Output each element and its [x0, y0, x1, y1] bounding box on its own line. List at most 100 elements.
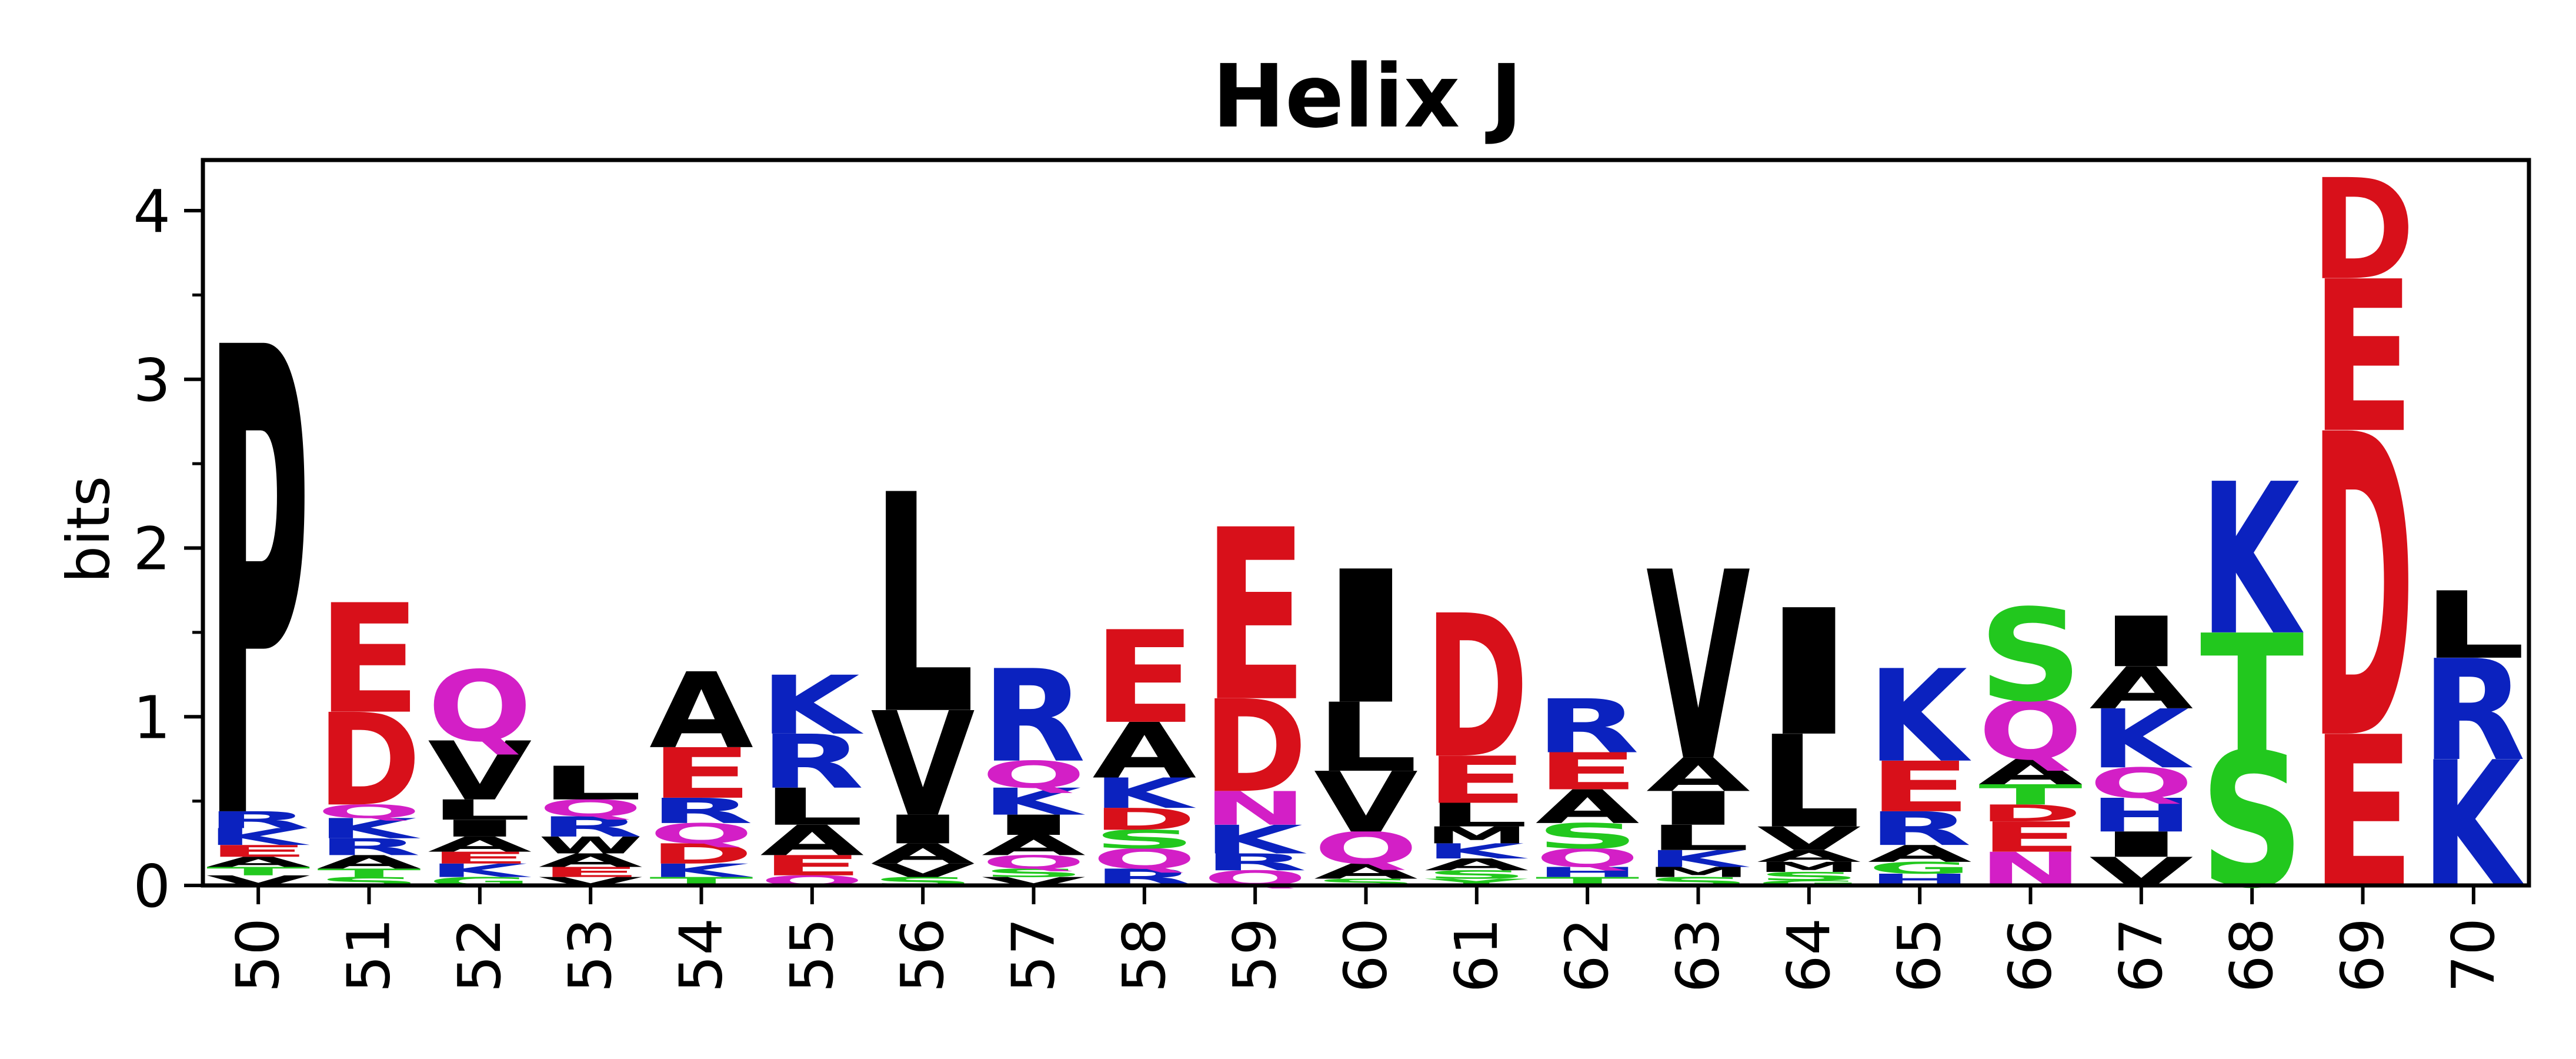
logo-letter-A: A [1757, 847, 1861, 866]
logo-letter-Q: Q [1314, 823, 1418, 874]
logo-letter-E: E [649, 734, 753, 814]
logo-letter-E: E [1868, 747, 1972, 828]
logo-letter-L: L [2421, 572, 2525, 680]
logo-letter-D: D [649, 838, 753, 870]
logo-letter-T: T [206, 865, 311, 878]
y-axis-ticks: 0 1 2 3 4 [133, 177, 203, 921]
x-axis-ticks: 50 51 52 53 54 55 56 57 58 59 60 61 62 63 64 65 66 67 68 69… [223, 885, 2508, 993]
logo-letter-T: T [2200, 601, 2305, 790]
logo-letter-K: K [1424, 839, 1529, 863]
logo-letter-E: E [1203, 479, 1307, 754]
y-tick-label: 3 [133, 346, 171, 415]
logo-letter-Q: Q [539, 795, 643, 822]
logo-letter-Q: Q [1092, 843, 1196, 875]
plot-frame [201, 158, 2531, 888]
logo-letter-K: K [2089, 693, 2193, 787]
logo-letter-K: K [1646, 845, 1750, 872]
chart-title: Helix J [1212, 46, 1523, 147]
logo-letter-A: A [2089, 655, 2193, 722]
logo-letter-I: I [871, 807, 975, 853]
logo-letter-S: S [1757, 870, 1861, 883]
logo-letter-A: A [1978, 752, 2083, 792]
logo-letter-A: A [1536, 780, 1640, 834]
logo-letter-H: H [2089, 788, 2193, 842]
logo-letter-E: E [1978, 813, 2083, 861]
logo-letter-E: E [760, 850, 864, 882]
logo-letter-D: D [2311, 150, 2415, 312]
logo-letter-H: H [1536, 864, 1640, 880]
x-tick-label: 54 [667, 918, 736, 993]
logo-letter-W: W [539, 832, 643, 859]
logo-letter-G: G [1868, 859, 1972, 878]
logo-letter-L: L [1757, 708, 1861, 857]
logo-letter-K: K [1203, 817, 1307, 863]
logo-letter-A: A [206, 854, 311, 870]
logo-letter-E: E [1092, 605, 1196, 752]
logo-letter-A: A [539, 850, 643, 871]
logo-letter-A: A [649, 651, 753, 772]
logo-letter-S: S [1536, 817, 1640, 857]
logo-letter-Q: Q [428, 651, 532, 763]
x-tick-label: 63 [1664, 918, 1733, 993]
logo-letter-V: V [1757, 820, 1861, 858]
logo-letter-S: S [1424, 868, 1529, 881]
logo-letter-R: R [649, 791, 753, 831]
logo-letter-L: L [1314, 682, 1418, 793]
logo-letter-D: D [1424, 574, 1529, 803]
logo-letter-I: I [1646, 782, 1750, 835]
logo-letter-D: D [1978, 800, 2083, 827]
logo-letter-E: E [428, 848, 532, 867]
logo-letter-V: V [1314, 754, 1418, 851]
y-axis-label: bits [54, 476, 123, 584]
logo-letter-A: A [1424, 855, 1529, 874]
logo-letter-M: M [1757, 859, 1861, 875]
logo-letter-T: T [317, 867, 421, 880]
logo-letter-K: K [317, 812, 421, 845]
logo-letter-E: E [1536, 742, 1640, 801]
logo-letter-Q: Q [649, 818, 753, 850]
logo-letter-K: K [982, 780, 1086, 823]
logo-letter-I: I [2089, 824, 2193, 865]
logo-letter-A: A [760, 817, 864, 865]
logo-letter-Q: Q [2089, 759, 2193, 807]
x-tick-label: 62 [1553, 918, 1621, 993]
y-tick-label: 4 [133, 177, 171, 246]
logo-letter-D: D [2311, 348, 2415, 832]
y-tick-label: 2 [133, 515, 171, 584]
x-tick-label: 66 [1996, 918, 2065, 993]
logo-letter-K: K [760, 659, 863, 753]
logo-letter-A: A [1646, 748, 1750, 802]
y-axis-label-group: bits [54, 476, 123, 584]
logo-letter-R: R [2421, 630, 2525, 791]
logo-letter-V: V [871, 682, 975, 848]
logo-letter-S: S [982, 867, 1086, 880]
logo-letter-V: V [428, 725, 532, 819]
logo-letter-M: M [1646, 864, 1750, 880]
logo-letter-K: K [1868, 643, 1971, 791]
logo-letter-K: K [1092, 770, 1196, 818]
logo-letter-Q: Q [317, 801, 421, 822]
x-tick-label: 69 [2328, 918, 2397, 993]
logo-letter-D: D [1203, 673, 1307, 821]
logo-letter-Q: Q [1978, 684, 2083, 778]
logo-letter-R: R [1536, 684, 1640, 770]
x-tick-label: 51 [335, 918, 403, 993]
logo-letter-T: T [1978, 779, 2083, 811]
logo-letter-R: R [317, 834, 421, 861]
logo-letter-A: A [317, 851, 421, 873]
y-tick-label: 0 [133, 852, 171, 921]
logo-letter-S: S [1978, 582, 2083, 730]
logo-letter-K: K [428, 860, 531, 881]
x-tick-label: 50 [223, 918, 292, 993]
logo-letter-R: R [1203, 849, 1307, 876]
logo-letter-M: M [1424, 822, 1529, 849]
logo-letter-E: E [539, 864, 643, 880]
logo-letter-L: L [428, 794, 532, 826]
logo-letter-S: S [1092, 825, 1196, 854]
logo-letter-N: N [1203, 782, 1307, 836]
logo-letter-L: L [539, 757, 643, 810]
logo-letter-I: I [982, 809, 1086, 841]
logo-letter-Q: Q [982, 754, 1086, 797]
